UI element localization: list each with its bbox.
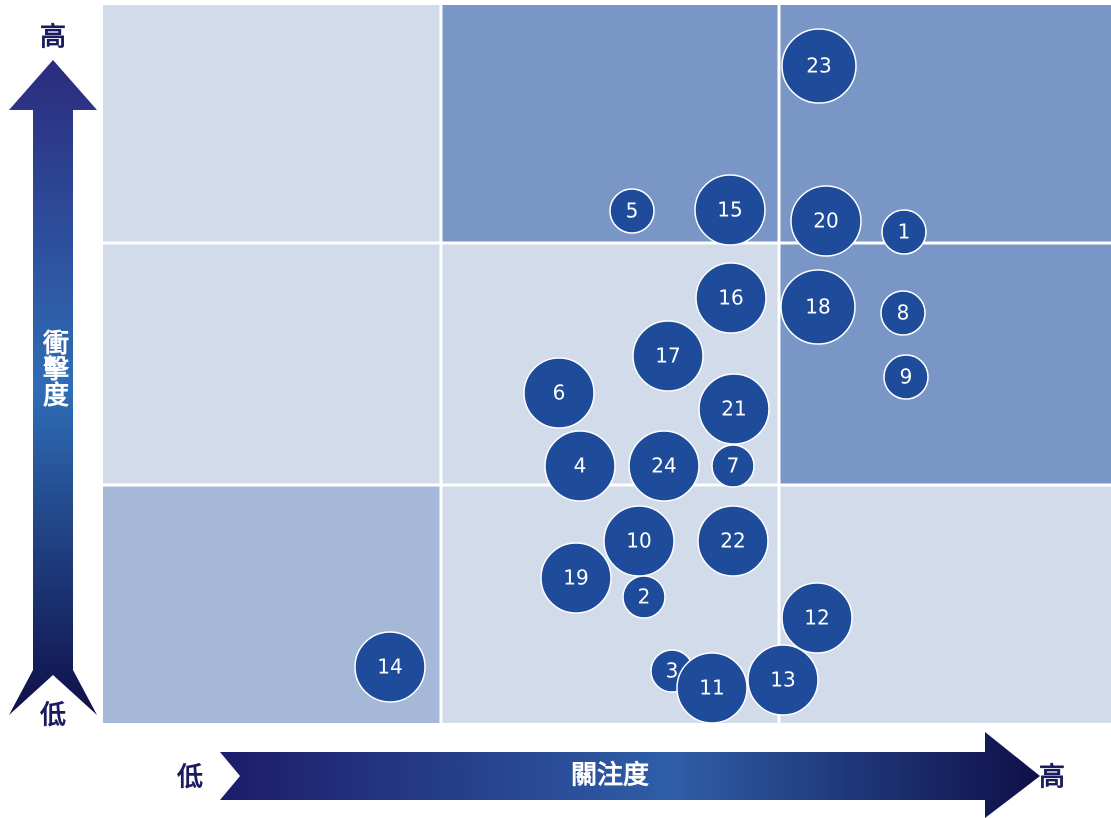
bubble-label: 23 (806, 54, 831, 78)
bubble (780, 269, 856, 345)
y-arrow (9, 60, 97, 715)
bubble (354, 631, 426, 703)
x-arrow (220, 732, 1040, 818)
bubble-label: 3 (666, 659, 679, 683)
bubble-label: 8 (897, 301, 910, 325)
bubble-label: 1 (898, 220, 911, 244)
bubble-label: 18 (805, 295, 830, 319)
nodes: 23 5 15 20 1 16 18 8 9 17 6 21 4 24 7 10 22 19 2 12 14 3 11 13 (354, 28, 929, 724)
bubble-label: 21 (721, 397, 746, 421)
bubble-label: 2 (638, 585, 651, 609)
bubble (540, 542, 612, 614)
bubble (781, 28, 857, 104)
bubble (697, 505, 769, 577)
bubble (523, 357, 595, 429)
bubble (781, 582, 853, 654)
bubble-label: 14 (377, 655, 402, 679)
bubble (881, 209, 927, 255)
grid (103, 5, 1111, 723)
y-label: 衝擊度 (39, 329, 70, 408)
bubble-label: 16 (718, 286, 743, 310)
bubble (698, 373, 770, 445)
bubble-label: 10 (626, 529, 651, 553)
bubble-label: 15 (717, 198, 742, 222)
bubble-label: 20 (813, 209, 838, 233)
x-high: 高 (1039, 762, 1065, 793)
bubble (628, 430, 700, 502)
bubble (711, 444, 755, 488)
bubble (695, 262, 767, 334)
cell (103, 5, 441, 243)
bubble (544, 430, 616, 502)
y-low: 低 (39, 701, 66, 731)
bubble (609, 188, 655, 234)
bubble (790, 185, 862, 257)
bubble-label: 5 (626, 199, 639, 223)
bubble-label: 24 (651, 454, 676, 478)
cell (103, 243, 441, 485)
bubble-label: 7 (727, 454, 740, 478)
bubble-label: 11 (699, 676, 724, 700)
bubble (880, 290, 926, 336)
bubble-label: 12 (804, 606, 829, 630)
bubble (676, 652, 748, 724)
bubble-label: 19 (563, 566, 588, 590)
bubble (622, 575, 666, 619)
bubble-label: 22 (720, 529, 745, 553)
bubble-label: 17 (655, 344, 680, 368)
bubble (883, 354, 929, 400)
bubble-label: 13 (770, 668, 795, 692)
y-high: 高 (40, 22, 66, 53)
bubble-label: 6 (553, 381, 566, 405)
bubble (632, 320, 704, 392)
bubble (694, 174, 766, 246)
x-low: 低 (176, 763, 203, 793)
bubble-label: 9 (900, 365, 913, 389)
bubble (747, 644, 819, 716)
bubble-label: 4 (574, 454, 587, 478)
x-label: 關注度 (571, 760, 649, 791)
